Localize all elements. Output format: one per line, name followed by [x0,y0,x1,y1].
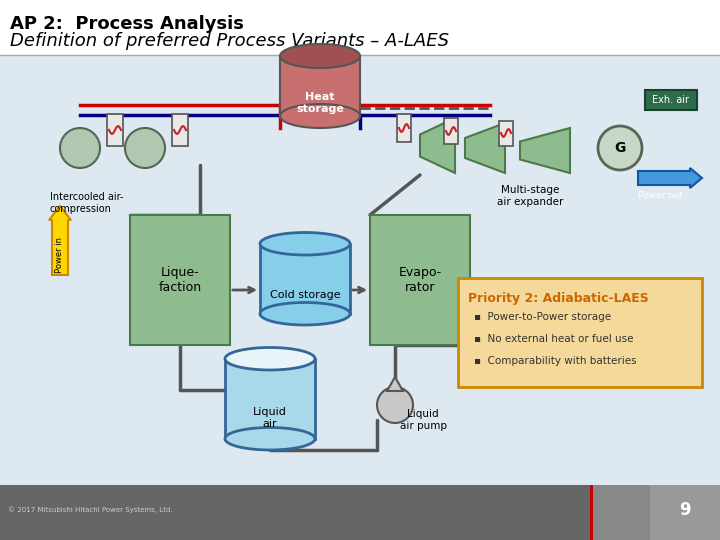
Text: ▪  Comparability with batteries: ▪ Comparability with batteries [474,356,636,366]
Ellipse shape [260,302,350,325]
Polygon shape [387,377,403,391]
Bar [260,244,350,314]
Text: Definition of preferred Process Variants – A-LAES: Definition of preferred Process Variants… [10,32,449,50]
Bar [0,485,590,540]
Bar [590,485,593,540]
Text: Evapo-
rator: Evapo- rator [398,266,441,294]
Bar [444,118,458,144]
Text: Power in: Power in [55,237,65,273]
Text: Heat
storage: Heat storage [296,92,344,114]
Bar [397,114,411,142]
Circle shape [125,128,165,168]
Text: Liquid
air: Liquid air [253,407,287,429]
Circle shape [377,387,413,423]
Text: ▪  No external heat or fuel use: ▪ No external heat or fuel use [474,334,634,344]
Circle shape [598,126,642,170]
Text: ▪  Power-to-Power storage: ▪ Power-to-Power storage [474,312,611,322]
Polygon shape [420,118,455,173]
Ellipse shape [260,233,350,255]
Ellipse shape [225,428,315,450]
FancyBboxPatch shape [370,215,470,345]
Ellipse shape [280,104,360,128]
Circle shape [60,128,100,168]
FancyBboxPatch shape [458,278,702,387]
Text: 9: 9 [679,501,690,519]
Bar [280,56,360,116]
FancyArrow shape [638,168,702,188]
Text: Cold storage: Cold storage [270,290,341,300]
Text: Intercooled air-
compression: Intercooled air- compression [50,192,124,214]
Polygon shape [520,128,570,173]
Bar [0,55,720,485]
Text: Multi-stage
air expander: Multi-stage air expander [497,185,563,207]
Bar [650,485,720,540]
Text: Liquid
air pump: Liquid air pump [400,409,446,431]
Polygon shape [465,123,505,173]
Bar [645,90,697,110]
Bar [0,0,720,55]
Bar [107,114,123,146]
Ellipse shape [225,348,315,370]
Bar [590,485,650,540]
Text: Exh. air: Exh. air [652,95,690,105]
Bar [225,359,315,438]
Text: Priority 2: Adiabatic-LAES: Priority 2: Adiabatic-LAES [468,292,649,305]
Text: AP 2:  Process Analysis: AP 2: Process Analysis [10,15,244,33]
Bar [172,114,188,146]
Text: Power out: Power out [637,192,683,200]
FancyBboxPatch shape [130,215,230,345]
Text: Lique-
faction: Lique- faction [158,266,202,294]
Text: © 2017 Mitsubishi Hitachi Power Systems, Ltd.: © 2017 Mitsubishi Hitachi Power Systems,… [8,507,173,514]
Ellipse shape [280,44,360,68]
Bar [499,120,513,145]
FancyArrow shape [49,206,71,275]
Text: G: G [614,141,626,155]
